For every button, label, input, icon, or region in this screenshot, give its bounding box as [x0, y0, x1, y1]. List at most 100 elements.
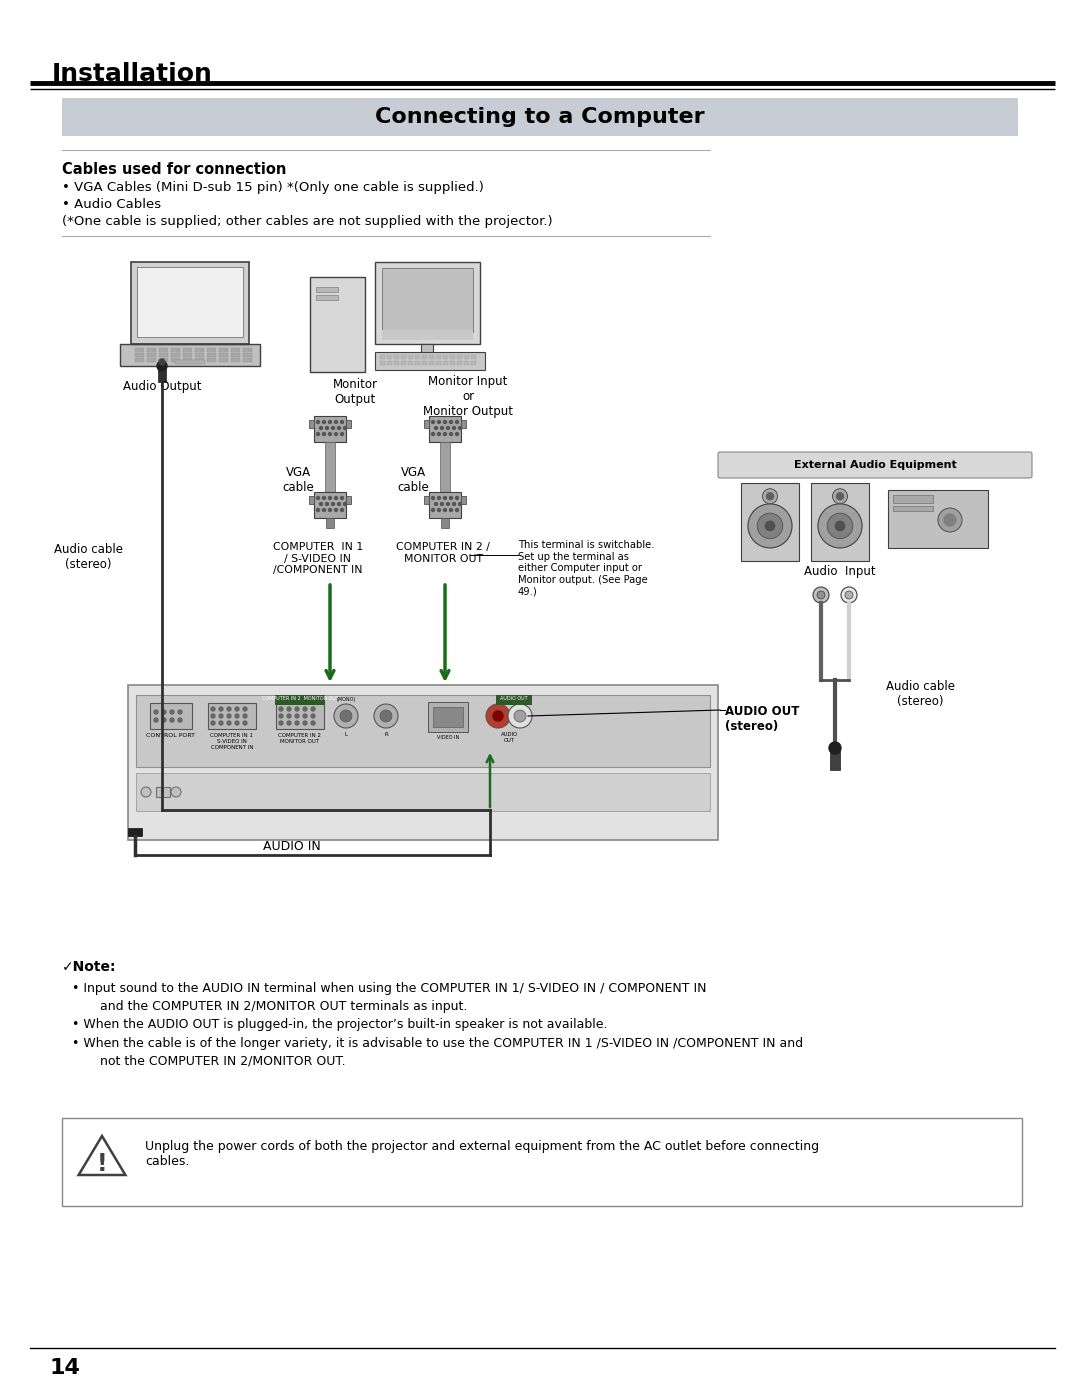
- Bar: [231, 348, 240, 352]
- Bar: [471, 360, 476, 365]
- Bar: [219, 358, 228, 362]
- Circle shape: [211, 707, 215, 711]
- Bar: [831, 750, 840, 770]
- Bar: [440, 441, 450, 492]
- Circle shape: [162, 710, 166, 714]
- Bar: [136, 773, 710, 812]
- Circle shape: [441, 426, 444, 429]
- Bar: [433, 707, 463, 726]
- Bar: [401, 360, 406, 365]
- Circle shape: [337, 503, 340, 506]
- Circle shape: [323, 496, 325, 500]
- Bar: [309, 420, 314, 427]
- Bar: [893, 506, 933, 511]
- Bar: [811, 483, 869, 562]
- Circle shape: [243, 721, 247, 725]
- Text: External Audio Equipment: External Audio Equipment: [794, 460, 957, 469]
- Bar: [131, 263, 249, 344]
- Bar: [346, 420, 351, 427]
- Bar: [496, 694, 532, 705]
- Circle shape: [219, 721, 222, 725]
- Circle shape: [437, 496, 441, 500]
- Circle shape: [316, 496, 320, 500]
- Circle shape: [235, 707, 239, 711]
- Circle shape: [829, 742, 841, 754]
- Circle shape: [766, 521, 774, 531]
- Bar: [888, 490, 988, 548]
- Bar: [159, 358, 168, 362]
- Bar: [208, 703, 256, 729]
- Circle shape: [762, 489, 778, 504]
- Text: L: L: [345, 732, 348, 738]
- Circle shape: [303, 707, 307, 711]
- Bar: [147, 353, 156, 356]
- Circle shape: [444, 420, 446, 423]
- Circle shape: [154, 718, 158, 722]
- Circle shape: [243, 707, 247, 711]
- Circle shape: [437, 433, 441, 436]
- Text: COMPUTER IN 1
S-VIDEO IN
COMPONENT IN: COMPUTER IN 1 S-VIDEO IN COMPONENT IN: [211, 733, 254, 750]
- Bar: [316, 286, 338, 292]
- Circle shape: [335, 420, 337, 423]
- Text: Audio Output: Audio Output: [123, 380, 201, 393]
- Text: Monitor
Output: Monitor Output: [333, 379, 378, 407]
- Circle shape: [343, 503, 347, 506]
- Circle shape: [311, 714, 315, 718]
- Circle shape: [444, 509, 446, 511]
- Circle shape: [340, 710, 352, 722]
- Circle shape: [287, 707, 291, 711]
- Bar: [441, 441, 449, 453]
- Circle shape: [227, 714, 231, 718]
- Bar: [314, 416, 346, 441]
- Circle shape: [343, 426, 347, 429]
- Circle shape: [323, 509, 325, 511]
- Text: CONTROL PORT: CONTROL PORT: [147, 733, 195, 738]
- Circle shape: [323, 420, 325, 423]
- Circle shape: [939, 509, 962, 532]
- Bar: [461, 496, 465, 504]
- Circle shape: [328, 496, 332, 500]
- Circle shape: [449, 420, 453, 423]
- Bar: [421, 344, 433, 356]
- Circle shape: [837, 493, 843, 500]
- Text: VIDEO IN: VIDEO IN: [437, 735, 459, 740]
- Bar: [422, 360, 427, 365]
- Text: • Input sound to the AUDIO IN terminal when using the COMPUTER IN 1/ S-VIDEO IN : • Input sound to the AUDIO IN terminal w…: [72, 982, 706, 995]
- Circle shape: [157, 360, 167, 372]
- Circle shape: [432, 420, 434, 423]
- Text: COMPUTER IN 2 /
MONITOR OUT: COMPUTER IN 2 / MONITOR OUT: [396, 542, 490, 563]
- Circle shape: [171, 787, 181, 798]
- Circle shape: [219, 707, 222, 711]
- Text: Audio cable
(stereo): Audio cable (stereo): [886, 680, 955, 708]
- Circle shape: [340, 433, 343, 436]
- Text: (MONO): (MONO): [336, 697, 355, 703]
- Bar: [380, 355, 384, 359]
- Circle shape: [311, 721, 315, 725]
- Bar: [450, 360, 455, 365]
- Circle shape: [767, 493, 773, 500]
- Circle shape: [835, 521, 845, 531]
- Circle shape: [340, 509, 343, 511]
- Bar: [394, 355, 399, 359]
- Bar: [62, 98, 1018, 136]
- Bar: [893, 495, 933, 503]
- Bar: [314, 492, 346, 518]
- Circle shape: [219, 714, 222, 718]
- Circle shape: [833, 489, 848, 504]
- Bar: [457, 360, 462, 365]
- Bar: [436, 355, 441, 359]
- Text: not the COMPUTER IN 2/MONITOR OUT.: not the COMPUTER IN 2/MONITOR OUT.: [87, 1055, 346, 1067]
- Circle shape: [316, 420, 320, 423]
- Circle shape: [335, 433, 337, 436]
- Circle shape: [492, 710, 504, 722]
- Bar: [408, 355, 413, 359]
- Bar: [424, 496, 429, 504]
- Bar: [136, 694, 710, 767]
- Bar: [441, 518, 449, 528]
- Bar: [171, 353, 180, 356]
- Circle shape: [227, 721, 231, 725]
- Bar: [415, 355, 420, 359]
- Bar: [183, 348, 192, 352]
- Circle shape: [335, 496, 337, 500]
- Circle shape: [334, 704, 357, 728]
